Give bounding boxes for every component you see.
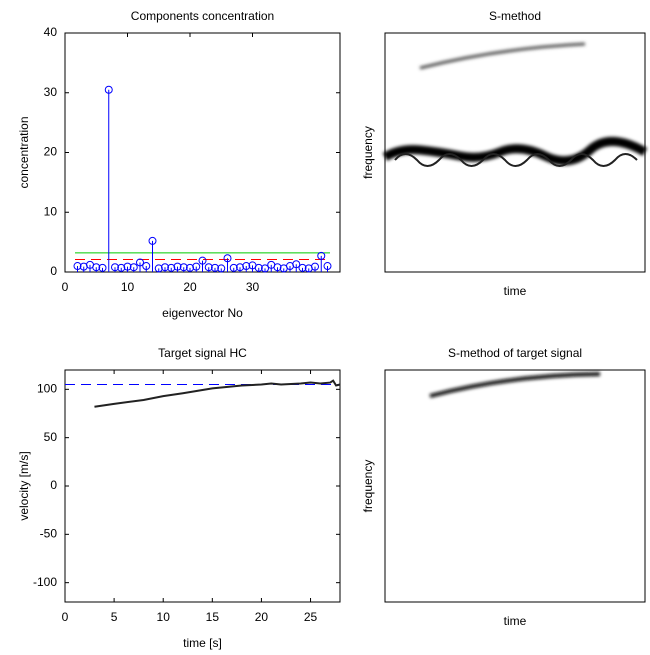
y-tick-label: -50 bbox=[40, 527, 58, 541]
stem-marker bbox=[236, 263, 244, 272]
stem-marker bbox=[129, 263, 138, 272]
y-axis-label: concentration bbox=[17, 116, 31, 188]
y-axis-label: frequency bbox=[361, 460, 375, 513]
stem-marker bbox=[211, 263, 219, 272]
stem-marker bbox=[173, 262, 182, 271]
stem-marker bbox=[242, 262, 251, 271]
x-tick-label: 25 bbox=[304, 610, 318, 624]
x-axis-label: time bbox=[504, 284, 527, 298]
x-tick-label: 10 bbox=[121, 280, 135, 294]
axes-frame bbox=[384, 32, 646, 273]
x-axis-label: time bbox=[504, 614, 527, 628]
stem-marker bbox=[148, 236, 157, 245]
stem-marker bbox=[167, 263, 176, 272]
stem-marker bbox=[92, 263, 101, 272]
stem-marker bbox=[317, 251, 326, 260]
stem-marker bbox=[223, 254, 232, 263]
stem-marker bbox=[261, 264, 269, 273]
stem-marker bbox=[292, 260, 301, 269]
stem-marker bbox=[98, 263, 107, 272]
x-tick-label: 5 bbox=[111, 610, 118, 624]
spectrogram-image bbox=[382, 42, 648, 398]
x-tick-label: 0 bbox=[62, 280, 69, 294]
x-axis-label: time [s] bbox=[183, 636, 222, 650]
stem-marker bbox=[273, 263, 282, 272]
x-tick-label: 10 bbox=[157, 610, 171, 624]
y-tick-label: 100 bbox=[37, 382, 57, 396]
series-line bbox=[94, 379, 341, 408]
stem-marker bbox=[161, 263, 169, 272]
y-tick-label: 0 bbox=[50, 264, 57, 278]
chart-title: S-method bbox=[489, 9, 541, 23]
stem-marker bbox=[179, 263, 188, 272]
chart-title: S-method of target signal bbox=[448, 346, 582, 360]
stem-marker bbox=[198, 256, 207, 265]
y-tick-label: 30 bbox=[44, 85, 58, 99]
stem-marker bbox=[229, 263, 238, 272]
y-tick-label: 20 bbox=[44, 145, 58, 159]
chart-title: Target signal HC bbox=[158, 346, 247, 360]
stem-marker bbox=[104, 85, 113, 94]
y-tick-label: 50 bbox=[44, 430, 58, 444]
y-axis-label: velocity [m/s] bbox=[17, 451, 31, 520]
y-tick-label: 40 bbox=[44, 25, 58, 39]
stem-marker bbox=[73, 262, 82, 271]
x-tick-label: 0 bbox=[62, 610, 69, 624]
stem-marker bbox=[323, 262, 332, 271]
stem-marker bbox=[111, 263, 119, 272]
y-tick-label: 10 bbox=[44, 204, 58, 218]
x-axis-label: eigenvector No bbox=[162, 306, 243, 320]
stem-marker bbox=[136, 258, 144, 267]
y-tick-label: -100 bbox=[33, 575, 57, 589]
x-tick-label: 20 bbox=[255, 610, 269, 624]
stem-marker bbox=[142, 262, 151, 271]
x-tick-label: 20 bbox=[183, 280, 197, 294]
y-tick-label: 0 bbox=[50, 478, 57, 492]
stem-marker bbox=[117, 263, 126, 272]
stem-marker bbox=[123, 262, 132, 271]
x-tick-label: 30 bbox=[246, 280, 260, 294]
axes-frame bbox=[64, 32, 341, 273]
stem-marker bbox=[254, 263, 263, 272]
stem-marker bbox=[192, 262, 201, 271]
stem-marker bbox=[311, 262, 319, 271]
axes-frame bbox=[384, 369, 646, 603]
stem-marker bbox=[186, 263, 194, 272]
x-tick-label: 15 bbox=[206, 610, 220, 624]
stem-marker bbox=[204, 263, 213, 272]
stem-marker bbox=[217, 264, 226, 273]
y-axis-label: frequency bbox=[361, 126, 375, 179]
stem-marker bbox=[298, 263, 307, 272]
chart-title: Components concentration bbox=[131, 9, 274, 23]
stem-marker bbox=[154, 264, 163, 273]
